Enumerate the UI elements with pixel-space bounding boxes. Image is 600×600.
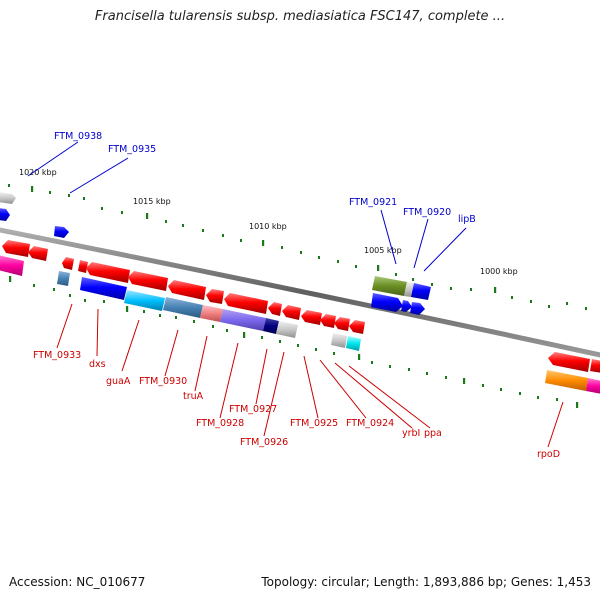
gene-lipB[interactable] <box>410 302 425 315</box>
gene-red-1[interactable] <box>2 240 30 257</box>
inner-ticks <box>9 276 579 408</box>
tick-label-1010: 1010 kbp <box>249 222 287 231</box>
outer-ticks <box>8 184 587 310</box>
reverse-strand-features <box>0 240 600 394</box>
gene-red-3[interactable] <box>62 257 74 270</box>
gene-red-7[interactable] <box>168 280 206 300</box>
gene-red-6[interactable] <box>128 271 168 291</box>
gene-red-9[interactable] <box>224 293 268 314</box>
label-ppa[interactable]: ppa <box>424 428 442 439</box>
topology-text: Topology: circular; Length: 1,893,886 bp… <box>261 575 591 589</box>
tick-label-1015: 1015 kbp <box>133 197 171 206</box>
gene-guaA[interactable] <box>124 290 165 311</box>
label-ftm-0930[interactable]: FTM_0930 <box>139 376 187 387</box>
gene-ftm-0925[interactable] <box>301 310 322 325</box>
genome-backbone <box>0 227 600 358</box>
top-leader-lines <box>27 141 467 272</box>
gene-red-10[interactable] <box>268 302 282 316</box>
label-ftm-0928[interactable]: FTM_0928 <box>196 418 244 429</box>
label-truA[interactable]: truA <box>183 391 204 402</box>
map-title: Francisella tularensis subsp. mediasiati… <box>94 9 506 24</box>
label-yrbI[interactable]: yrbI <box>402 428 420 439</box>
gene-gray-mid[interactable] <box>404 282 414 297</box>
gene-lipB-a[interactable] <box>371 293 403 312</box>
gene-ftm-0924[interactable] <box>320 314 336 328</box>
label-lipB[interactable]: lipB <box>458 214 476 225</box>
label-ftm-0938[interactable]: FTM_0938 <box>54 131 102 142</box>
gene-rpoD[interactable] <box>545 370 588 391</box>
gene-ftm-0930[interactable] <box>163 297 203 318</box>
gene-ftm-0926[interactable] <box>276 321 298 338</box>
gene-lipB-b[interactable] <box>401 300 412 312</box>
gene-red-5[interactable] <box>86 262 130 283</box>
gene-ftm-0928[interactable] <box>220 309 266 331</box>
gene-red-4[interactable] <box>78 260 88 273</box>
gene-magenta-right[interactable] <box>586 378 600 394</box>
label-ftm-0933[interactable]: FTM_0933 <box>33 350 81 361</box>
forward-strand-features <box>0 192 69 238</box>
gene-ftm-0921[interactable] <box>372 276 407 296</box>
gene-blue-left[interactable] <box>0 208 10 221</box>
gene-ftm-0938[interactable] <box>0 192 16 204</box>
label-rpoD[interactable]: rpoD <box>537 449 560 460</box>
label-ftm-0925[interactable]: FTM_0925 <box>290 418 338 429</box>
bottom-leader-lines <box>56 303 564 448</box>
label-ftm-0926[interactable]: FTM_0926 <box>240 437 288 448</box>
gene-red-2[interactable] <box>28 246 48 261</box>
tick-label-1000: 1000 kbp <box>480 267 518 276</box>
gene-cyan-small[interactable] <box>346 336 361 351</box>
label-ftm-0935[interactable]: FTM_0935 <box>108 144 156 155</box>
gene-red-right[interactable] <box>548 352 590 372</box>
gene-truA[interactable] <box>200 305 223 322</box>
gene-red-11[interactable] <box>282 305 301 320</box>
gene-ftm-0933[interactable] <box>57 271 70 286</box>
label-guaA[interactable]: guaA <box>106 376 131 387</box>
gene-dxs[interactable] <box>80 277 127 300</box>
label-ftm-0924[interactable]: FTM_0924 <box>346 418 394 429</box>
gene-ftm-0920[interactable] <box>411 283 431 300</box>
gene-magenta-left[interactable] <box>0 255 24 276</box>
tick-label-1020: 1020 kbp <box>19 168 57 177</box>
accession-text: Accession: NC_010677 <box>9 575 146 589</box>
label-ftm-0920[interactable]: FTM_0920 <box>403 207 451 218</box>
gene-gray-small[interactable] <box>331 333 347 348</box>
gene-red-right-2[interactable] <box>590 359 600 373</box>
gene-yrbI[interactable] <box>334 317 350 331</box>
tick-label-1005: 1005 kbp <box>364 246 402 255</box>
gene-ftm-0927[interactable] <box>263 318 279 334</box>
gene-ppa[interactable] <box>349 320 365 334</box>
label-dxs[interactable]: dxs <box>89 359 106 370</box>
gene-red-8[interactable] <box>206 289 224 304</box>
gene-ftm-0935[interactable] <box>54 226 69 238</box>
label-ftm-0921[interactable]: FTM_0921 <box>349 197 397 208</box>
label-ftm-0927[interactable]: FTM_0927 <box>229 404 277 415</box>
